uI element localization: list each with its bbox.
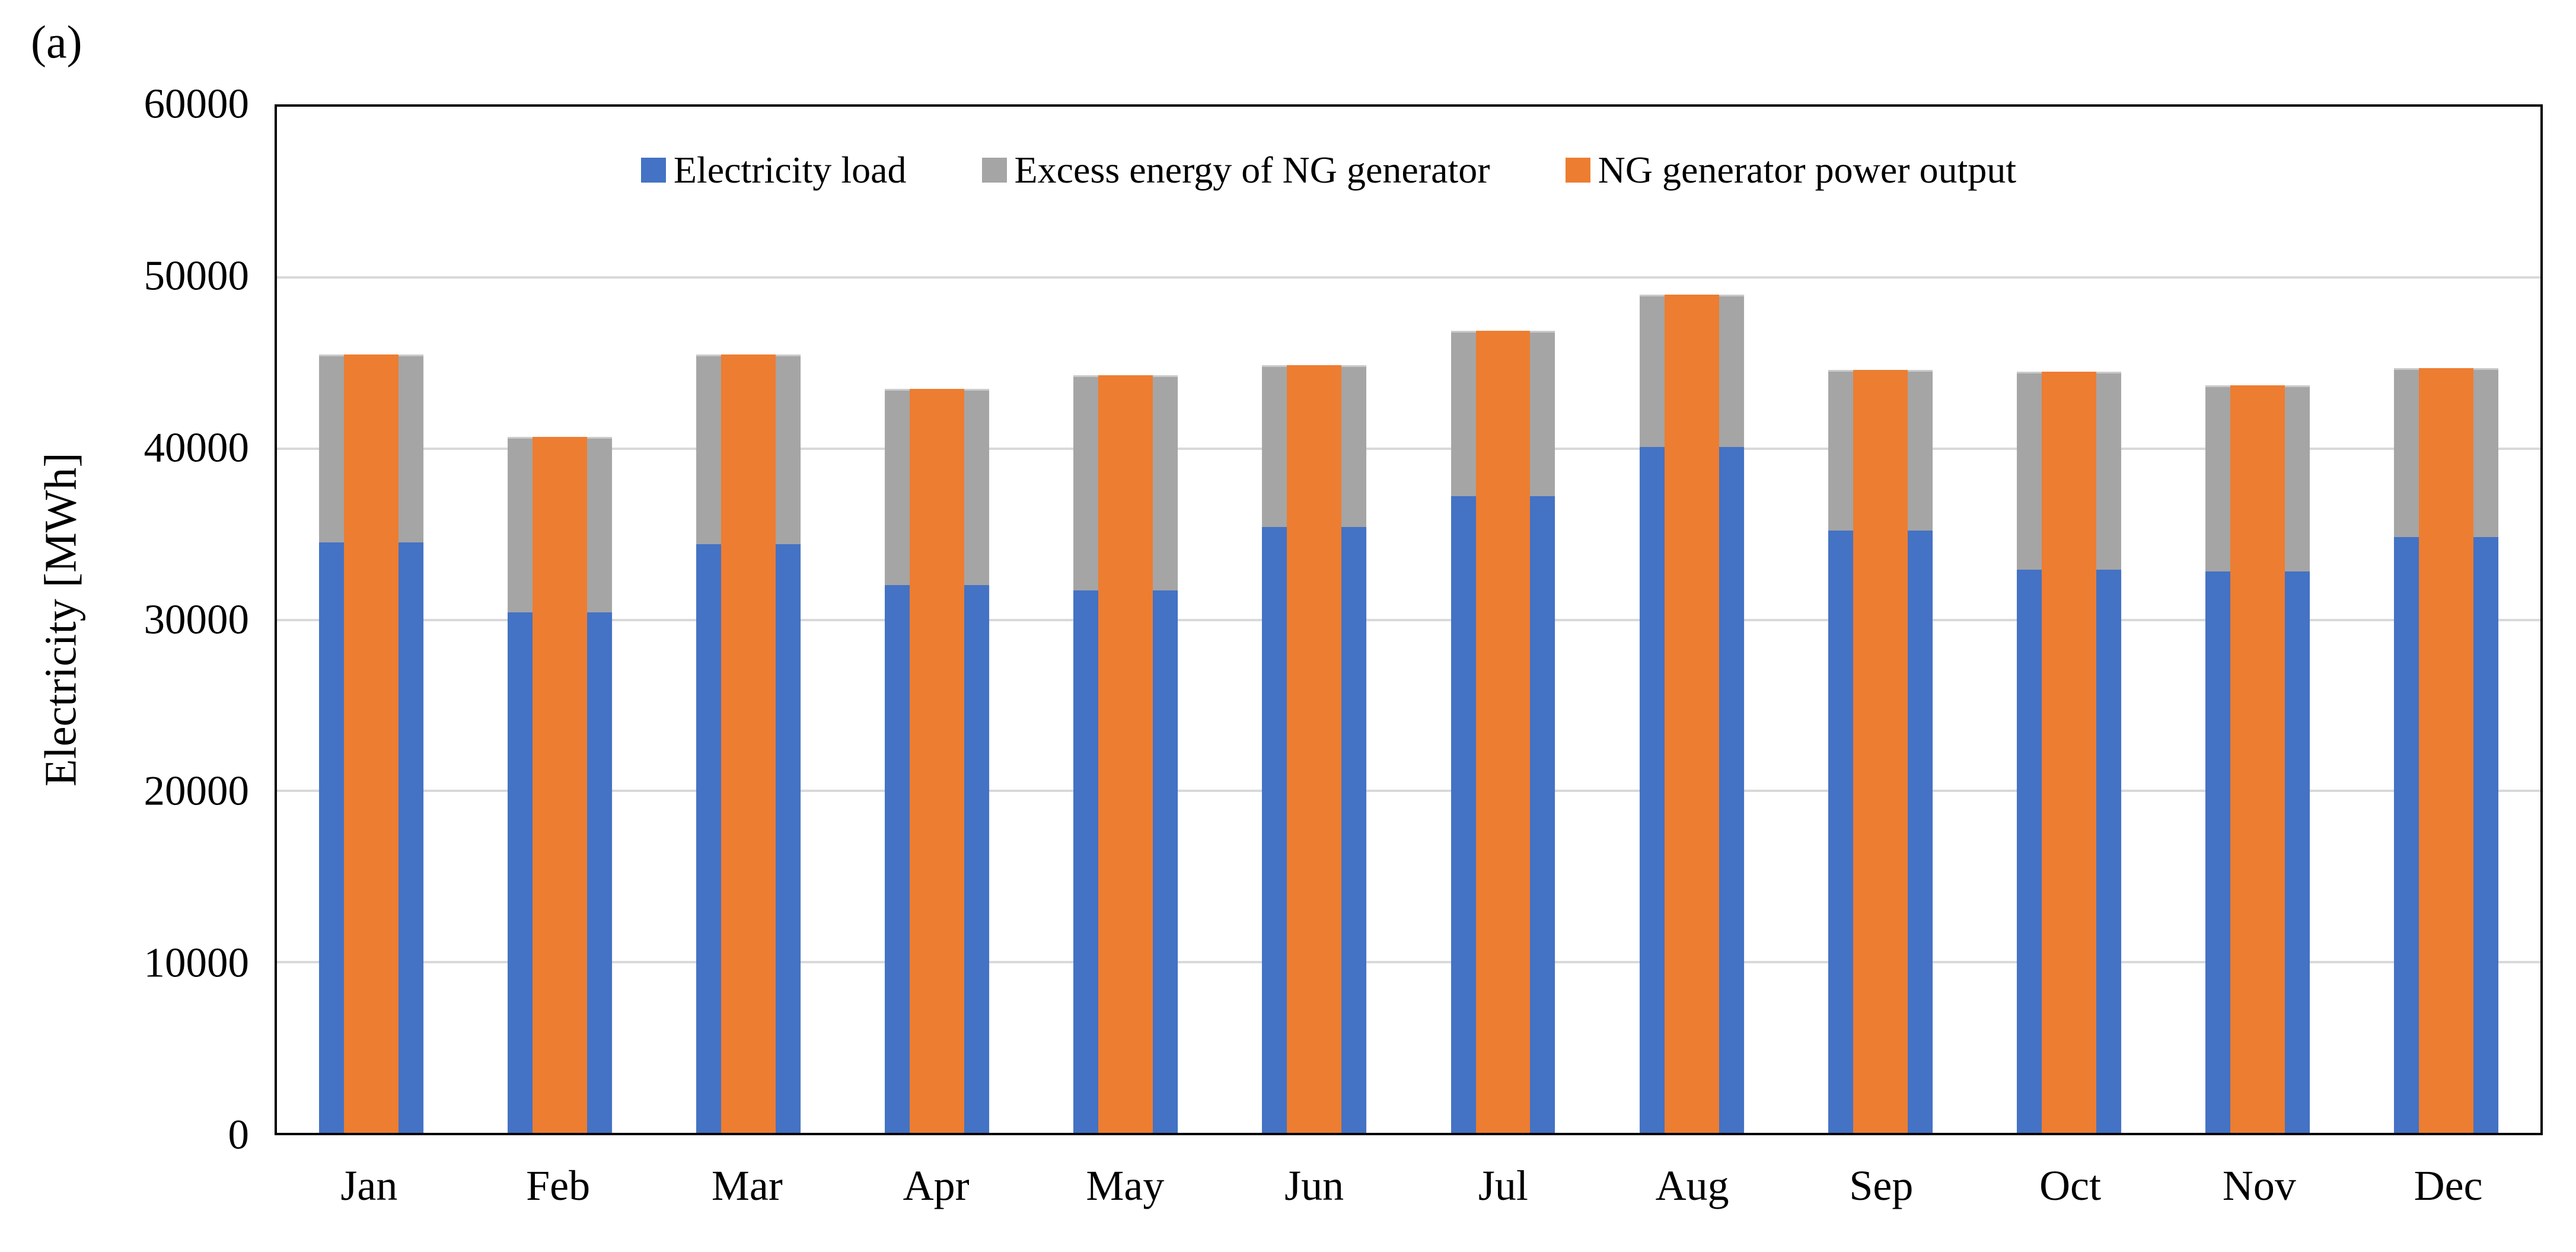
x-tick-label-aug: Aug (1655, 1162, 1729, 1209)
bar-group-oct (1975, 107, 2163, 1133)
plot-area-border: Electricity load Excess energy of NG gene… (275, 104, 2543, 1135)
x-tick-label-feb: Feb (526, 1162, 591, 1209)
output-bar-may (1098, 375, 1153, 1133)
legend-item-excess: Excess energy of NG generator (981, 148, 1490, 192)
x-tick-label-sep: Sep (1849, 1162, 1914, 1209)
output-bar-mar (721, 354, 776, 1133)
y-axis-tick-labels: 0 10000 20000 30000 40000 50000 60000 (0, 81, 250, 1158)
bar-group-jan (277, 107, 466, 1133)
y-tick-label-30000: 30000 (144, 596, 250, 643)
bar-group-feb (466, 107, 654, 1133)
output-bar-jun (1287, 365, 1342, 1133)
x-tick-label-jul: Jul (1478, 1162, 1528, 1209)
gridline-50000 (277, 276, 2540, 279)
y-tick-label-60000: 60000 (144, 81, 250, 127)
legend-item-load: Electricity load (640, 148, 907, 192)
y-tick-label-10000: 10000 (144, 940, 250, 986)
gridline-10000 (277, 960, 2540, 963)
x-tick-label-nov: Nov (2222, 1162, 2296, 1209)
legend-label-output: NG generator power output (1598, 149, 2017, 191)
x-tick-label-oct: Oct (2039, 1162, 2102, 1209)
bar-group-jun (1220, 107, 1408, 1133)
bar-group-sep (1786, 107, 1975, 1133)
legend-swatch-excess (981, 158, 1007, 183)
output-bar-apr (910, 389, 965, 1133)
legend-swatch-output (1565, 158, 1590, 183)
output-bar-aug (1664, 295, 1719, 1133)
y-tick-label-20000: 20000 (144, 768, 250, 815)
bar-group-may (1031, 107, 1220, 1133)
bar-group-dec (2352, 107, 2540, 1133)
legend-item-output: NG generator power output (1565, 148, 2017, 192)
figure-label: (a) (31, 16, 82, 68)
x-tick-label-jan: Jan (340, 1162, 398, 1209)
x-tick-label-apr: Apr (903, 1162, 970, 1209)
output-bar-dec (2418, 368, 2473, 1133)
y-tick-label-40000: 40000 (144, 424, 250, 471)
x-tick-label-mar: Mar (711, 1162, 783, 1209)
output-bar-jan (344, 354, 398, 1133)
y-tick-label-0: 0 (228, 1112, 250, 1158)
legend-label-load: Electricity load (673, 149, 907, 191)
x-tick-label-dec: Dec (2414, 1162, 2483, 1209)
x-tick-label-may: May (1086, 1162, 1165, 1209)
bar-group-apr (843, 107, 1031, 1133)
bar-group-aug (1598, 107, 1786, 1133)
bar-group-mar (654, 107, 843, 1133)
gridline-30000 (277, 618, 2540, 621)
output-bar-feb (533, 436, 588, 1133)
plot-area: Electricity load Excess energy of NG gene… (277, 107, 2540, 1133)
legend-swatch-load (640, 158, 666, 183)
output-bar-sep (1853, 370, 1908, 1133)
x-tick-label-jun: Jun (1284, 1162, 1344, 1209)
output-bar-nov (2230, 385, 2285, 1133)
y-tick-label-50000: 50000 (144, 253, 250, 299)
gridline-40000 (277, 447, 2540, 450)
legend-label-excess: Excess energy of NG generator (1014, 149, 1490, 191)
output-bar-oct (2041, 372, 2096, 1133)
legend: Electricity load Excess energy of NG gene… (197, 148, 2460, 192)
gridline-20000 (277, 789, 2540, 792)
bar-group-jul (1409, 107, 1598, 1133)
x-axis-tick-labels: Jan Feb Mar Apr May Jun Jul Aug Sep Oct Nov Dec (275, 1153, 2543, 1218)
output-bar-jul (1475, 330, 1531, 1133)
bar-group-nov (2163, 107, 2352, 1133)
